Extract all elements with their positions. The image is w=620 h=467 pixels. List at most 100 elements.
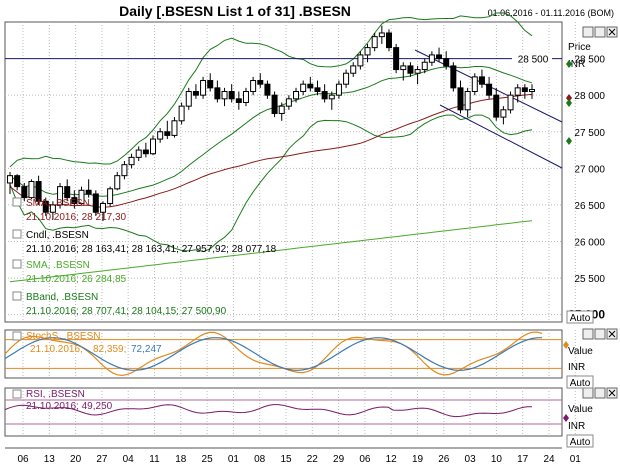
candle-body bbox=[135, 149, 142, 158]
price-maximize-button[interactable] bbox=[594, 26, 606, 38]
legend-series-name: Cndl, .BSESN bbox=[26, 230, 89, 241]
time-tick-label: 24 bbox=[543, 454, 555, 465]
candle-body bbox=[436, 54, 443, 60]
rsi-auto-button-label: Auto bbox=[570, 437, 591, 448]
axis-value-marker bbox=[566, 94, 572, 102]
time-tick-label: 26 bbox=[438, 454, 450, 465]
candle-body bbox=[250, 80, 257, 93]
time-tick-label: 25 bbox=[202, 454, 214, 465]
price-tick-label: 28 500 bbox=[574, 55, 605, 66]
rsi-legend-value: 21.10.2016; 49,250 bbox=[26, 401, 113, 412]
candle-body bbox=[121, 164, 128, 177]
legend-series-value: 21.10.2016; 28 217,30 bbox=[26, 212, 127, 223]
date-range: 01.06.2016 - 01.11.2016 (BOM) bbox=[487, 8, 614, 18]
candle-body bbox=[235, 98, 242, 103]
candle-body bbox=[142, 149, 149, 155]
rsi-panel[interactable] bbox=[4, 387, 563, 437]
candle-body bbox=[207, 80, 214, 89]
candle-body bbox=[78, 189, 85, 204]
candle-body bbox=[107, 188, 114, 204]
candle-body bbox=[393, 47, 400, 71]
candle-body bbox=[321, 91, 328, 100]
legend-toggle[interactable] bbox=[12, 291, 22, 301]
candle-body bbox=[14, 175, 21, 188]
time-tick-label: 18 bbox=[175, 454, 187, 465]
candle-body bbox=[71, 197, 78, 204]
candle-body bbox=[128, 156, 135, 166]
time-tick-label: 08 bbox=[254, 454, 266, 465]
stoch-restore-button[interactable] bbox=[582, 328, 594, 340]
candle-body bbox=[278, 105, 285, 114]
price-tick-label: 28 000 bbox=[574, 91, 605, 102]
candle-body bbox=[85, 189, 92, 195]
stoch-d-line bbox=[4, 337, 543, 371]
price-tick-label: 26 500 bbox=[574, 201, 605, 212]
candle-body bbox=[457, 87, 464, 111]
price-auto-button[interactable] bbox=[566, 310, 594, 324]
stoch-maximize-button[interactable] bbox=[594, 328, 606, 340]
rsi-axis-unit: INR bbox=[568, 421, 585, 432]
legend-series-name: BBand, .BSESN bbox=[26, 292, 98, 303]
candle-body bbox=[478, 76, 485, 85]
chart-title: Daily [.BSESN List 1 of 31] .BSESN bbox=[119, 3, 351, 19]
legend-toggle[interactable] bbox=[12, 197, 22, 207]
candle-body bbox=[443, 58, 450, 67]
stoch-auto-button-label: Auto bbox=[570, 378, 591, 389]
stoch-axis-title: Value bbox=[568, 346, 593, 357]
candle-body bbox=[92, 193, 99, 213]
legend-toggle[interactable] bbox=[12, 259, 22, 269]
time-tick-label: 20 bbox=[70, 454, 82, 465]
candle-body bbox=[293, 91, 300, 100]
channel-lower-line[interactable] bbox=[439, 104, 563, 169]
rsi-value-marker bbox=[563, 414, 569, 422]
time-tick-label: 11 bbox=[149, 454, 160, 465]
candle-body bbox=[157, 131, 164, 140]
candle-body bbox=[414, 69, 421, 74]
legend-toggle[interactable] bbox=[12, 229, 22, 239]
price-panel[interactable] bbox=[4, 21, 563, 323]
stoch-auto-button[interactable] bbox=[566, 375, 594, 389]
candle-body bbox=[514, 87, 521, 96]
bband-upper-line bbox=[9, 12, 533, 168]
price-axis-title: Price bbox=[568, 42, 591, 53]
rsi-auto-button[interactable] bbox=[566, 434, 594, 448]
candle-body bbox=[350, 65, 357, 74]
stoch-panel[interactable] bbox=[4, 329, 563, 379]
candle-body bbox=[28, 181, 35, 199]
time-tick-label: 10 bbox=[491, 454, 503, 465]
time-tick-label: 19 bbox=[412, 454, 424, 465]
rsi-legend-toggle[interactable] bbox=[12, 389, 22, 399]
candle-body bbox=[364, 47, 371, 56]
rsi-maximize-button[interactable] bbox=[594, 387, 606, 399]
rsi-restore-button[interactable] bbox=[582, 387, 594, 399]
stoch-legend-toggle[interactable] bbox=[12, 331, 22, 341]
stoch-legend-date: 21.10.2016; bbox=[30, 344, 83, 355]
candle-body bbox=[228, 91, 235, 100]
candle-body bbox=[385, 32, 392, 49]
time-tick-label: 01 bbox=[228, 454, 240, 465]
stoch-close-icon bbox=[608, 330, 616, 338]
candle-body bbox=[178, 105, 185, 122]
rsi-line bbox=[4, 404, 532, 418]
candle-body bbox=[343, 72, 350, 85]
price-restore-button[interactable] bbox=[582, 26, 594, 38]
candle-body bbox=[242, 91, 249, 103]
candle-body bbox=[357, 54, 364, 67]
candle-body bbox=[114, 175, 121, 190]
candle-body bbox=[214, 87, 221, 100]
candle-body bbox=[500, 109, 507, 118]
bband-lower-line bbox=[9, 114, 533, 253]
time-tick-label: 13 bbox=[44, 454, 56, 465]
price-tick-label: 26 000 bbox=[574, 238, 605, 249]
axis-value-marker bbox=[566, 137, 572, 145]
candle-body bbox=[428, 54, 435, 63]
candle-body bbox=[185, 91, 192, 107]
stoch-axis-unit: INR bbox=[568, 362, 585, 373]
legend-series-name: SMA, .BSESN bbox=[26, 198, 90, 209]
time-tick-label: 12 bbox=[386, 454, 398, 465]
rsi-axis-title: Value bbox=[568, 404, 593, 415]
time-tick-label: 22 bbox=[307, 454, 319, 465]
time-tick-label: 27 bbox=[96, 454, 108, 465]
